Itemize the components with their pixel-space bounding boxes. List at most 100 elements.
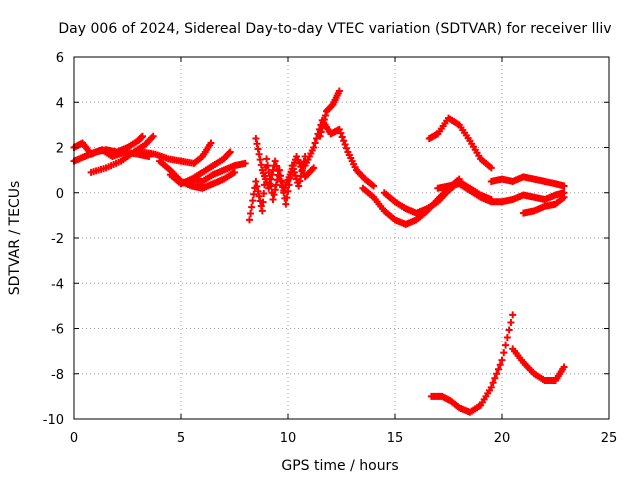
data-point bbox=[370, 182, 378, 190]
data-point bbox=[275, 172, 283, 180]
data-point bbox=[509, 311, 517, 319]
data-point bbox=[249, 197, 257, 205]
data-point bbox=[264, 162, 272, 170]
data-point bbox=[265, 184, 273, 192]
y-axis-label: SDTVAR / TECUs bbox=[7, 181, 23, 296]
series-arc-14 bbox=[425, 114, 495, 172]
y-tick-label: -8 bbox=[51, 368, 64, 383]
x-tick-label: 5 bbox=[177, 431, 185, 446]
data-point bbox=[277, 177, 285, 185]
data-point bbox=[255, 192, 263, 200]
data-point bbox=[257, 202, 265, 210]
x-tick-label: 15 bbox=[387, 431, 404, 446]
x-axis-label: GPS time / hours bbox=[281, 458, 398, 474]
data-point bbox=[253, 140, 261, 148]
data-point bbox=[335, 87, 343, 95]
y-tick-label: 0 bbox=[56, 187, 64, 202]
data-point bbox=[149, 132, 157, 140]
chart-title: Day 006 of 2024, Sidereal Day-to-day VTE… bbox=[58, 21, 611, 37]
data-point bbox=[269, 196, 277, 204]
x-tick-label: 10 bbox=[280, 431, 297, 446]
data-point bbox=[502, 341, 510, 349]
data-point bbox=[491, 374, 499, 382]
data-point bbox=[253, 182, 261, 190]
data-point bbox=[260, 190, 268, 198]
data-point bbox=[342, 144, 350, 152]
data-point bbox=[295, 182, 303, 190]
x-tick-label: 20 bbox=[494, 431, 511, 446]
y-tick-label: 4 bbox=[56, 96, 64, 111]
data-point bbox=[320, 116, 328, 124]
y-tick-label: 2 bbox=[56, 142, 64, 157]
data-point bbox=[207, 139, 215, 147]
data-point bbox=[272, 181, 280, 189]
series-arc-9 bbox=[252, 134, 318, 194]
data-point bbox=[271, 157, 279, 165]
data-point bbox=[268, 171, 276, 179]
y-tick-label: -4 bbox=[51, 277, 64, 292]
data-point bbox=[337, 129, 345, 137]
data-point bbox=[560, 363, 568, 371]
y-tick-label: -6 bbox=[51, 323, 64, 338]
data-point bbox=[257, 161, 265, 169]
series-arc-6 bbox=[166, 148, 234, 188]
series-arc-11 bbox=[316, 87, 343, 140]
data-point bbox=[505, 326, 513, 334]
data-point bbox=[296, 177, 304, 185]
data-point bbox=[271, 186, 279, 194]
series-arc-7 bbox=[188, 159, 249, 185]
y-tick-label: -2 bbox=[51, 232, 64, 247]
data-point bbox=[319, 120, 327, 128]
data-point bbox=[283, 194, 291, 202]
series-arc-19 bbox=[509, 345, 568, 385]
y-tick-label: -10 bbox=[43, 413, 64, 428]
data-point bbox=[487, 164, 495, 172]
data-point bbox=[258, 207, 266, 215]
data-point bbox=[245, 216, 253, 224]
grid-lines bbox=[74, 57, 609, 419]
data-point bbox=[259, 198, 267, 206]
series-arc-16 bbox=[487, 173, 568, 190]
data-point bbox=[341, 140, 349, 148]
data-point bbox=[273, 162, 281, 170]
data-point bbox=[494, 365, 502, 373]
data-point bbox=[138, 132, 146, 140]
series-arc-3 bbox=[87, 132, 157, 176]
data-point bbox=[321, 111, 329, 119]
data-point bbox=[340, 137, 348, 145]
data-point bbox=[313, 134, 321, 142]
data-point bbox=[310, 144, 318, 151]
data-point bbox=[255, 150, 263, 158]
data-point bbox=[270, 191, 278, 199]
data-point bbox=[250, 190, 258, 198]
data-point bbox=[266, 180, 274, 188]
series-arc-15 bbox=[434, 180, 568, 206]
data-point bbox=[241, 159, 249, 167]
data-point bbox=[267, 175, 275, 183]
axis-ticks: 0 5 10 15 20 25 -10 -8 -6 -4 -2 0 2 4 6 bbox=[43, 51, 618, 446]
data-point bbox=[338, 133, 346, 141]
series-arc-18 bbox=[427, 311, 517, 416]
data-point bbox=[256, 156, 264, 164]
data-point bbox=[487, 383, 495, 391]
data-point bbox=[310, 164, 318, 172]
data-point bbox=[503, 334, 511, 342]
data-point bbox=[247, 209, 255, 217]
data-point bbox=[560, 193, 568, 201]
data-point bbox=[254, 187, 262, 195]
data-point bbox=[493, 370, 501, 378]
series-arc-17 bbox=[519, 193, 568, 217]
data-points bbox=[70, 87, 568, 416]
data-point bbox=[489, 379, 497, 387]
data-point bbox=[316, 132, 324, 140]
x-tick-label: 25 bbox=[601, 431, 618, 446]
data-point bbox=[317, 128, 325, 136]
data-point bbox=[500, 349, 508, 357]
x-tick-label: 0 bbox=[70, 431, 78, 446]
series-arc-2 bbox=[70, 139, 153, 161]
data-point bbox=[248, 203, 256, 211]
series-arc-4 bbox=[138, 139, 215, 167]
data-point bbox=[263, 155, 271, 163]
